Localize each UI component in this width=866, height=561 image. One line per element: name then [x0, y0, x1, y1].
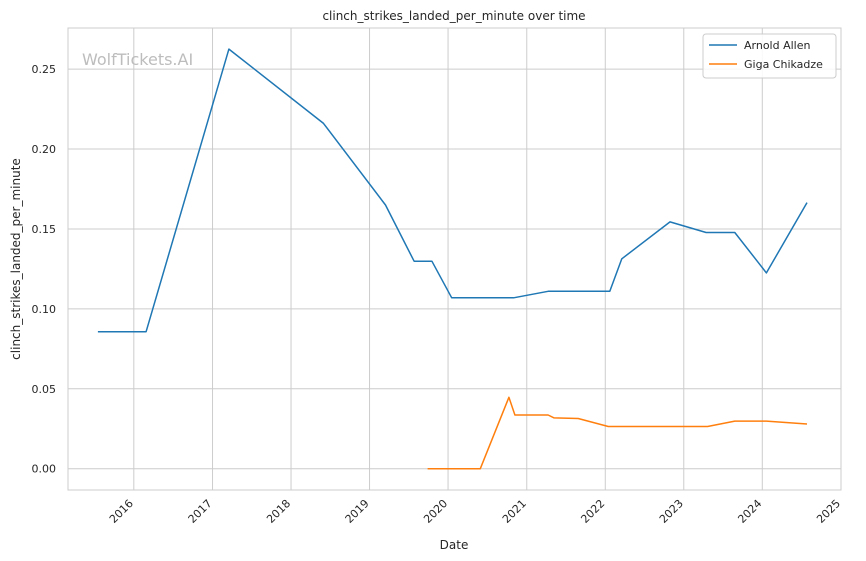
plot-frame	[67, 27, 842, 491]
y-tick-label: 0.20	[32, 143, 57, 156]
y-tick-label: 0.10	[32, 303, 57, 316]
y-tick-label: 0.25	[32, 63, 57, 76]
series-line-2	[427, 396, 808, 470]
legend-label: Giga Chikadze	[744, 58, 823, 71]
series-line-1	[97, 48, 808, 333]
y-tick-label: 0.00	[32, 463, 57, 476]
x-tick-labels: 2016 2017 2018 2019 2020 2021 2022 2023 2024 2025	[107, 497, 843, 526]
legend: Arnold Allen Giga Chikadze	[702, 33, 837, 79]
y-tick-labels: 0.00 0.05 0.10 0.15 0.20 0.25	[32, 63, 57, 476]
plot-area	[68, 28, 841, 490]
chart-title: clinch_strikes_landed_per_minute over ti…	[322, 9, 585, 23]
y-axis-title: clinch_strikes_landed_per_minute	[9, 158, 23, 360]
y-tick-label: 0.15	[32, 223, 57, 236]
watermark: WolfTickets.AI	[82, 50, 193, 69]
legend-label: Arnold Allen	[744, 39, 810, 52]
y-tick-label: 0.05	[32, 383, 57, 396]
series-lines	[97, 48, 808, 470]
x-axis-title: Date	[440, 538, 469, 552]
